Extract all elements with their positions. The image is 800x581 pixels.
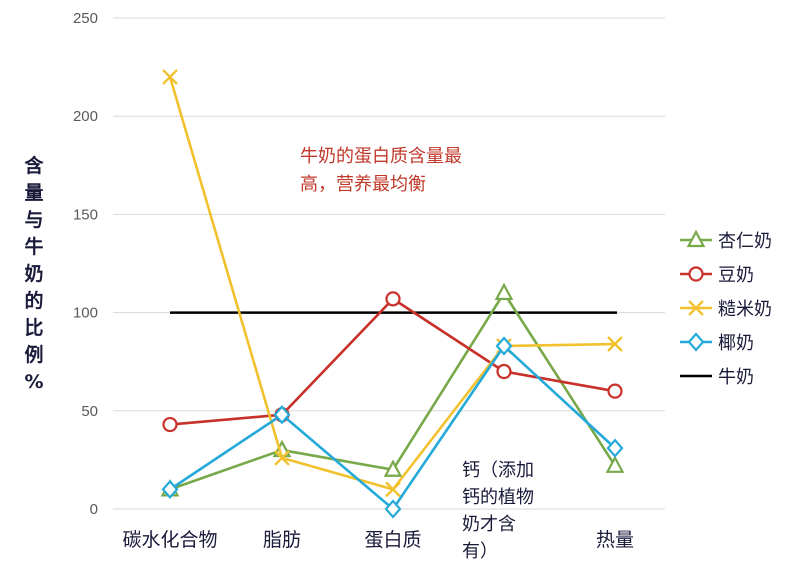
y-tick-label-200: 200	[73, 108, 98, 125]
y-tick-label-100: 100	[73, 305, 98, 322]
protein-annotation-line-2: 高，营养最均衡	[300, 174, 426, 195]
calcium-label-line-3: 奶才含	[462, 514, 516, 535]
data-point-1-3	[496, 363, 512, 380]
y-axis-title-char-6: 比	[24, 317, 43, 339]
legend-item-2: 糙米奶	[680, 299, 772, 320]
data-point-1-4	[607, 383, 623, 399]
data-point-3-0	[161, 479, 179, 500]
y-axis-title-char-2: 与	[24, 209, 43, 231]
legend-label-3: 椰奶	[718, 333, 754, 354]
y-axis-ticks: 0 50 100 150 200 250	[73, 10, 98, 518]
legend-label-0: 杏仁奶	[718, 231, 772, 252]
y-tick-label-250: 250	[73, 10, 98, 27]
protein-annotation-line-1: 牛奶的蛋白质含量最	[300, 146, 462, 167]
y-axis-title-char-0: 含	[24, 154, 44, 177]
y-axis-title-char-7: 例	[24, 343, 43, 366]
x-category-label-4: 热量	[596, 529, 634, 551]
legend-marker-0	[686, 229, 706, 248]
data-point-3-1	[273, 405, 291, 425]
series-line-2	[168, 76, 616, 491]
data-point-2-4-stroke-b	[607, 336, 623, 352]
y-axis-title-char-8: %	[24, 371, 43, 393]
legend-label-1: 豆奶	[718, 265, 754, 286]
legend-item-1: 豆奶	[680, 265, 754, 286]
gridlines	[113, 17, 665, 510]
data-point-2-4	[607, 336, 623, 352]
legend-marker-2-stroke-b	[688, 300, 704, 316]
series-line-3	[169, 344, 616, 511]
data-point-3-4	[606, 438, 624, 458]
series-3	[161, 336, 624, 519]
legend-item-3: 椰奶	[680, 332, 754, 354]
data-point-3-2	[384, 499, 402, 519]
series-line-0	[169, 291, 617, 491]
legend-item-0: 杏仁奶	[680, 229, 772, 252]
data-point-1-2	[385, 291, 401, 307]
series-group	[160, 69, 625, 519]
legend-label-2: 糙米奶	[718, 299, 772, 320]
y-tick-label-50: 50	[81, 403, 98, 420]
legend-item-4: 牛奶	[680, 367, 754, 388]
series-2	[162, 69, 623, 498]
y-axis-title-char-1: 量	[24, 182, 43, 204]
data-point-2-2-stroke-b	[385, 481, 401, 498]
y-tick-label-150: 150	[73, 206, 98, 223]
legend-marker-1	[688, 266, 704, 282]
calcium-label-line-1: 钙（添加	[462, 460, 534, 481]
x-category-label-1: 脂肪	[263, 529, 301, 551]
legend-label-4: 牛奶	[718, 367, 754, 388]
data-point-0-4	[605, 455, 625, 473]
y-axis-title-char-4: 奶	[24, 262, 43, 285]
data-point-2-2	[385, 481, 401, 498]
data-point-0-3	[494, 282, 514, 301]
x-category-label-2: 蛋白质	[364, 529, 421, 551]
data-point-2-1	[274, 450, 290, 466]
data-point-1-0	[162, 416, 178, 433]
data-point-2-0	[162, 69, 178, 85]
calcium-label-line-4: 有）	[462, 541, 498, 562]
legend-marker-2	[688, 300, 704, 316]
x-axis-categories: 碳水化合物 脂肪 蛋白质 热量	[122, 529, 634, 551]
y-tick-label-0: 0	[90, 501, 98, 518]
data-point-2-0-stroke-b	[162, 69, 178, 85]
calcium-label-line-2: 钙的植物	[462, 487, 534, 508]
y-axis-title-char-5: 的	[24, 289, 43, 312]
x-category-label-0: 碳水化合物	[122, 529, 217, 551]
data-point-0-2	[383, 459, 403, 477]
data-point-2-1-stroke-b	[274, 450, 290, 466]
legend-marker-3	[687, 332, 705, 352]
data-point-3-3	[495, 336, 513, 356]
y-axis-title-char-3: 牛	[24, 235, 43, 258]
